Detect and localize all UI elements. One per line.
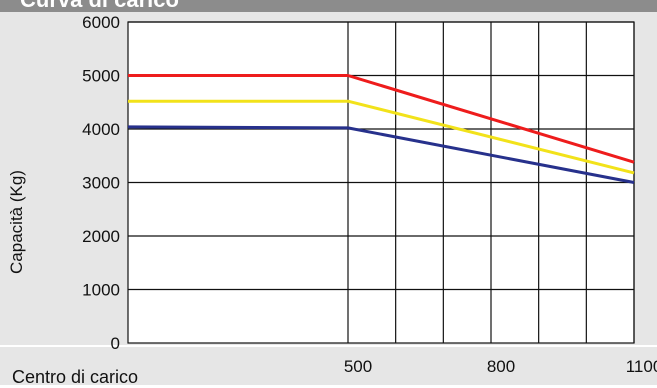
x-axis-label: Centro di carico bbox=[12, 367, 139, 387]
x-tick-label: 800 bbox=[487, 357, 515, 376]
y-tick-label: 1000 bbox=[82, 281, 120, 300]
x-tick-label: 500 bbox=[344, 357, 372, 376]
x-tick-label: 1100 bbox=[626, 357, 657, 376]
title-bar: Curva di carico bbox=[0, 0, 657, 12]
y-tick-label: 2000 bbox=[82, 227, 120, 246]
x-axis-bar: Centro di carico bbox=[0, 345, 657, 387]
series-line-1 bbox=[128, 74, 635, 164]
y-tick-label: 0 bbox=[111, 334, 120, 353]
chart-title: Curva di carico bbox=[20, 0, 179, 12]
y-tick-label: 6000 bbox=[82, 13, 120, 32]
y-tick-label: 3000 bbox=[82, 174, 120, 193]
series-line-3 bbox=[127, 125, 635, 184]
y-tick-label: 5000 bbox=[82, 67, 120, 86]
y-tick-label: 4000 bbox=[82, 120, 120, 139]
series-line-2 bbox=[128, 99, 635, 175]
